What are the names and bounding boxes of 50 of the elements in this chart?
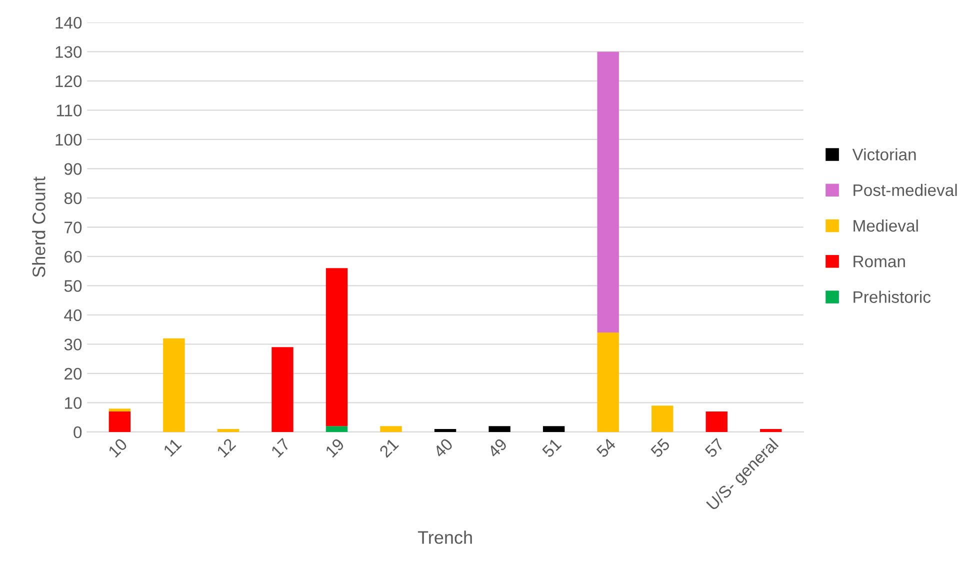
bar [651,406,674,432]
y-tick-label: 0 [74,426,82,438]
x-tick-label: 40 [432,438,454,458]
bar [488,426,510,432]
legend-label: Post-medieval [854,184,957,196]
x-tick-label: 21 [378,438,399,458]
bar [326,268,348,426]
y-tick-label: 70 [64,222,82,234]
y-tick-label: 130 [56,46,82,58]
y-tick-label: 20 [64,368,82,380]
y-tick-label: 30 [64,338,82,350]
y-tick-label: 50 [64,280,82,292]
y-tick-label: 90 [64,163,82,175]
bar [217,429,240,432]
bar [163,338,185,432]
x-tick-label: 10 [108,438,128,458]
bar [108,408,131,412]
bar [706,411,728,432]
legend-label: Roman [854,256,905,268]
bar [542,426,565,432]
x-tick-label: 55 [650,438,671,458]
bar [434,429,456,432]
bar [326,426,348,432]
bar [380,426,402,432]
bar [597,332,619,432]
legend-label: Medieval [854,219,918,232]
bar [760,429,782,432]
x-tick-label: 54 [596,438,616,458]
x-tick-label: 51 [542,438,562,458]
y-tick-label: 40 [64,309,82,322]
bar [272,347,294,432]
bar [597,52,619,333]
x-tick-label: 11 [163,438,182,457]
y-tick-label: 60 [64,250,82,263]
legend-label: Prehistoric [854,290,931,303]
y-tick-label: 110 [56,104,82,116]
x-tick-label: 49 [487,438,508,458]
y-tick-label: 120 [56,75,82,88]
bar [108,411,131,432]
y-tick-label: 140 [56,16,82,29]
x-axis-title: Trench [418,530,472,544]
y-axis-title: Sherd Count [32,176,46,278]
x-tick-label: 12 [216,438,236,458]
x-tick-label: 17 [270,438,290,458]
y-tick-label: 10 [64,397,82,409]
legend-label: Victorian [852,148,916,160]
x-tick-label: 19 [324,438,345,458]
y-tick-label: 100 [56,134,82,146]
y-tick-label: 80 [64,192,82,204]
x-tick-label: 57 [704,438,725,458]
